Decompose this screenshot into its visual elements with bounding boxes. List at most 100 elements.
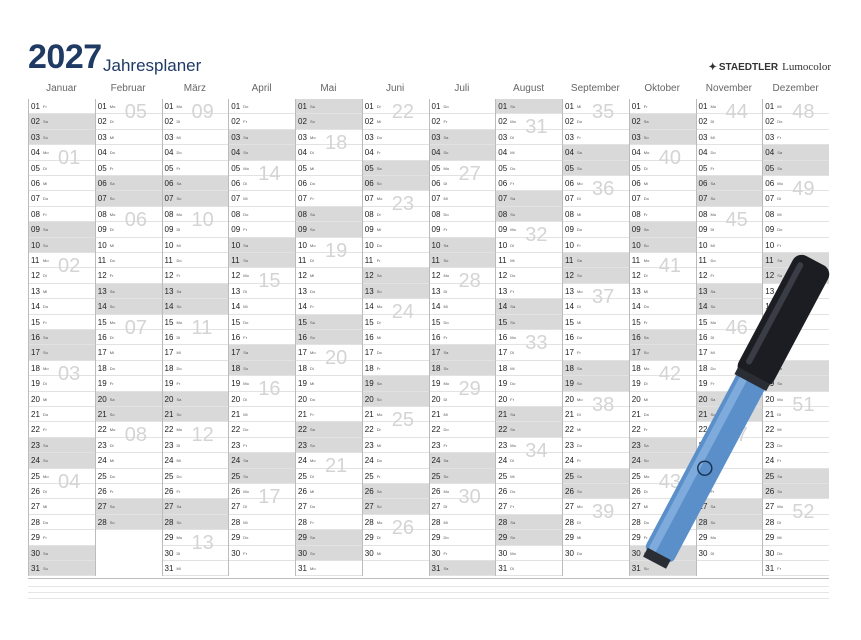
day-cell[interactable]: 08 Fr — [29, 207, 95, 223]
day-cell[interactable]: 06 Mo — [763, 176, 829, 192]
day-cell[interactable]: 12 So — [563, 268, 629, 284]
day-cell[interactable]: 26 Mi — [296, 484, 362, 500]
day-cell[interactable]: 26 Mo — [429, 484, 496, 500]
day-cell[interactable]: 27 Fr — [496, 499, 562, 515]
day-cell[interactable]: 08 Mi — [763, 207, 829, 223]
day-cell[interactable]: 06 Do — [296, 176, 362, 192]
day-cell[interactable]: 31 Di — [496, 561, 562, 577]
day-cell[interactable]: 17 Do — [362, 345, 429, 361]
day-cell[interactable]: 08 Di — [362, 207, 429, 223]
day-cell[interactable]: 10 Mo — [296, 238, 362, 253]
day-cell[interactable]: 24 Sa — [429, 453, 496, 469]
day-cell[interactable]: 12 Di — [629, 268, 696, 284]
day-cell[interactable]: 29 Mo — [696, 530, 763, 546]
day-cell[interactable]: 05 Fr — [696, 161, 763, 176]
day-cell[interactable]: 09 Di — [162, 222, 229, 238]
day-cell[interactable]: 24 Sa — [229, 453, 295, 469]
day-cell[interactable]: 05 Fr — [95, 161, 162, 176]
day-cell[interactable]: 04 Fr — [362, 145, 429, 161]
day-cell[interactable]: 30 Do — [763, 546, 829, 561]
day-cell[interactable]: 22 Fr — [629, 422, 696, 438]
day-cell[interactable]: 24 Fr — [563, 453, 629, 469]
day-cell[interactable]: 22 Mi — [763, 422, 829, 438]
day-cell[interactable]: 07 Do — [29, 191, 95, 207]
day-cell[interactable]: 02 Mi — [362, 114, 429, 130]
day-cell[interactable]: 21 Mi — [229, 407, 295, 423]
day-cell[interactable]: 02 Sa — [629, 114, 696, 130]
day-cell[interactable]: 13 So — [362, 283, 429, 300]
day-cell[interactable]: 17 Di — [496, 345, 562, 361]
day-cell[interactable]: 21 Mi — [429, 407, 496, 423]
day-cell[interactable]: 20 Sa — [162, 391, 229, 407]
day-cell[interactable]: 27 Mi — [29, 499, 95, 515]
day-cell[interactable]: 07 Do — [629, 191, 696, 207]
day-cell[interactable]: 06 Sa — [95, 176, 162, 192]
day-cell[interactable]: 31 So — [629, 561, 696, 577]
day-cell[interactable]: 28 So — [95, 514, 162, 531]
day-cell[interactable]: 13 Fr — [496, 284, 562, 300]
day-cell[interactable]: 01 Fr — [29, 99, 95, 115]
day-cell[interactable]: 18 Mo — [629, 361, 696, 377]
day-cell[interactable]: 08 Mo — [95, 207, 162, 223]
day-cell[interactable]: 25 Mo — [29, 469, 95, 484]
day-cell[interactable]: 20 Mi — [29, 392, 95, 407]
day-cell[interactable]: 22 Sa — [296, 422, 362, 438]
day-cell[interactable]: 11 So — [429, 253, 496, 269]
day-cell[interactable]: 14 Sa — [496, 299, 562, 315]
day-cell[interactable]: 27 Mo — [563, 499, 629, 515]
day-cell[interactable]: 14 Mi — [429, 299, 496, 315]
day-cell[interactable]: 02 So — [296, 114, 362, 130]
day-cell[interactable]: 02 Fr — [429, 114, 496, 130]
day-cell[interactable]: 18 Do — [95, 361, 162, 377]
day-cell[interactable]: 07 Sa — [496, 191, 562, 207]
day-cell[interactable]: 15 So — [496, 314, 562, 330]
day-cell[interactable]: 04 Do — [162, 145, 229, 161]
day-cell[interactable]: 08 So — [496, 206, 562, 223]
day-cell[interactable]: 09 Di — [95, 222, 162, 238]
day-cell[interactable]: 23 Sa — [629, 437, 696, 454]
day-cell[interactable]: 15 Fr — [629, 315, 696, 330]
day-cell[interactable]: 23 Do — [763, 438, 829, 454]
day-cell[interactable]: 31 Mi — [162, 561, 229, 577]
day-cell[interactable]: 06 Di — [429, 176, 496, 192]
day-cell[interactable]: 16 Mi — [362, 330, 429, 346]
day-cell[interactable]: 08 Mi — [563, 207, 629, 223]
day-cell[interactable]: 16 So — [296, 330, 362, 346]
day-cell[interactable]: 08 Do — [229, 207, 295, 223]
day-cell[interactable]: 15 Fr — [29, 315, 95, 330]
day-cell[interactable]: 15 Mo — [95, 315, 162, 330]
day-cell[interactable]: 04 Mo — [29, 145, 95, 161]
day-cell[interactable]: 09 Di — [696, 222, 763, 238]
day-cell[interactable]: 16 Mo — [496, 330, 562, 346]
day-cell[interactable]: 11 Do — [162, 253, 229, 269]
day-cell[interactable]: 16 Di — [696, 330, 763, 346]
day-cell[interactable]: 02 Sa — [29, 114, 95, 130]
day-cell[interactable]: 21 So — [162, 407, 229, 423]
day-cell[interactable]: 12 Fr — [696, 268, 763, 284]
day-cell[interactable]: 04 Mo — [629, 145, 696, 161]
day-cell[interactable]: 23 Sa — [29, 437, 95, 454]
day-cell[interactable]: 03 Mi — [162, 130, 229, 146]
day-cell[interactable]: 11 Mo — [29, 253, 95, 269]
day-cell[interactable]: 10 Mi — [162, 238, 229, 253]
day-cell[interactable]: 25 Mo — [629, 469, 696, 484]
day-cell[interactable]: 21 Fr — [296, 407, 362, 423]
day-cell[interactable]: 30 Fr — [229, 546, 295, 561]
day-cell[interactable]: 25 Sa — [563, 468, 629, 484]
day-cell[interactable]: 28 Mi — [429, 515, 496, 531]
day-cell[interactable]: 31 Fr — [763, 561, 829, 577]
day-cell[interactable]: 18 Mi — [496, 361, 562, 377]
day-cell[interactable]: 27 Mo — [763, 499, 829, 515]
day-cell[interactable]: 06 Di — [229, 176, 295, 192]
day-cell[interactable]: 13 Do — [296, 284, 362, 300]
day-cell[interactable]: 17 Mi — [95, 345, 162, 361]
day-cell[interactable]: 30 Mo — [496, 546, 562, 561]
day-cell[interactable]: 04 Sa — [563, 145, 629, 161]
